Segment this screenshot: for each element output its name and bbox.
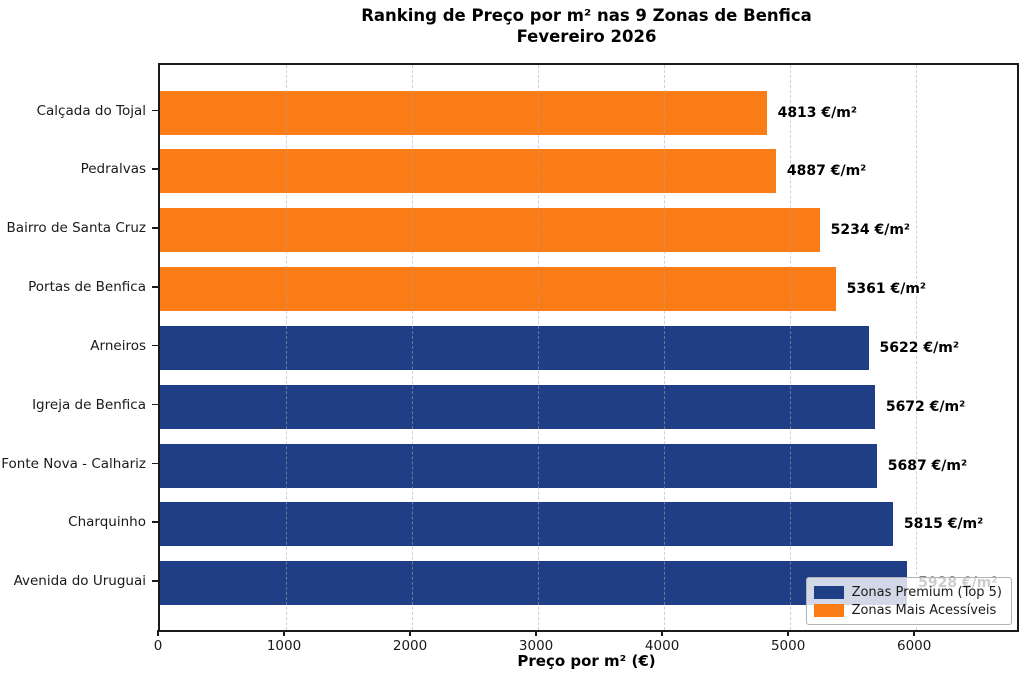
x-tick-label-5000: 5000: [770, 638, 806, 654]
x-tick-label-3000: 3000: [518, 638, 554, 654]
x-tick-mark-2000: [409, 630, 411, 636]
bar-5: [160, 325, 869, 370]
chart-subtitle: Fevereiro 2026: [516, 27, 657, 46]
gridline-x-4000: [664, 65, 666, 630]
x-tick-label-2000: 2000: [392, 638, 428, 654]
y-axis-label-5: Arneiros: [90, 337, 146, 354]
bar-value-label-4: 5361 €/m²: [846, 281, 927, 298]
x-tick-mark-3000: [535, 630, 537, 636]
x-tick-mark-0: [157, 630, 159, 636]
y-tick-mark-4: [152, 286, 158, 288]
chart-title-block: Ranking de Preço por m² nas 9 Zonas de B…: [158, 5, 1015, 47]
y-axis-label-7: Fonte Nova - Calhariz: [1, 455, 146, 472]
bar-6: [160, 384, 875, 429]
legend: Zonas Premium (Top 5) Zonas Mais Acessív…: [805, 577, 1012, 625]
y-axis-label-3: Bairro de Santa Cruz: [6, 220, 146, 237]
bar-value-label-6: 5672 €/m²: [885, 398, 966, 415]
bar-9: [160, 561, 908, 606]
y-axis-label-1: Calçada do Tojal: [36, 102, 146, 119]
bar-4: [160, 267, 836, 312]
gridline-x-3000: [538, 65, 540, 630]
chart-title: Ranking de Preço por m² nas 9 Zonas de B…: [361, 6, 812, 25]
legend-swatch-premium: [813, 585, 844, 599]
gridline-x-1000: [286, 65, 288, 630]
y-axis-label-6: Igreja de Benfica: [32, 396, 146, 413]
y-axis-label-9: Avenida do Uruguai: [13, 573, 146, 590]
y-tick-mark-1: [152, 109, 158, 112]
legend-swatch-accessible: [813, 603, 844, 617]
y-tick-mark-8: [152, 521, 158, 524]
x-tick-mark-6000: [913, 630, 915, 636]
x-tick-label-0: 0: [153, 638, 163, 654]
bar-value-label-2: 4887 €/m²: [786, 163, 867, 180]
x-tick-mark-4000: [661, 630, 663, 636]
y-tick-mark-7: [152, 462, 158, 465]
bar-3: [160, 208, 820, 253]
y-tick-mark-9: [152, 580, 158, 582]
legend-item-premium: Zonas Premium (Top 5): [813, 583, 1002, 601]
y-axis-label-2: Pedralvas: [80, 161, 146, 178]
x-tick-mark-1000: [283, 630, 285, 636]
y-tick-mark-3: [152, 227, 158, 229]
legend-label-accessible: Zonas Mais Acessíveis: [851, 602, 997, 618]
gridline-x-2000: [412, 65, 414, 630]
bar-2: [160, 149, 776, 194]
bar-value-label-7: 5687 €/m²: [887, 457, 968, 474]
bar-value-label-5: 5622 €/m²: [879, 339, 959, 356]
bar-1: [160, 90, 767, 135]
x-tick-label-4000: 4000: [644, 638, 680, 654]
bar-value-label-1: 4813 €/m²: [777, 104, 857, 121]
x-tick-label-6000: 6000: [896, 638, 932, 654]
bar-7: [160, 443, 877, 488]
y-axis-label-4: Portas de Benfica: [28, 279, 146, 296]
y-tick-mark-2: [152, 168, 158, 170]
bar-value-label-8: 5815 €/m²: [903, 516, 984, 533]
bar-value-label-3: 5234 €/m²: [830, 222, 911, 239]
x-tick-mark-5000: [787, 630, 789, 636]
legend-item-accessible: Zonas Mais Acessíveis: [813, 601, 1002, 619]
x-tick-label-1000: 1000: [266, 638, 302, 654]
y-axis-label-8: Charquinho: [68, 514, 146, 531]
bar-8: [160, 502, 893, 547]
gridline-x-5000: [790, 65, 792, 630]
y-tick-mark-6: [152, 403, 158, 406]
x-axis-label: Preço por m² (€): [517, 652, 656, 670]
legend-label-premium: Zonas Premium (Top 5): [851, 584, 1002, 600]
gridline-x-6000: [916, 65, 918, 630]
y-tick-mark-5: [152, 344, 158, 347]
plot-area: 4813 €/m² 4887 €/m² 5234 €/m² 5361 €/m² 5622…: [158, 63, 1019, 632]
